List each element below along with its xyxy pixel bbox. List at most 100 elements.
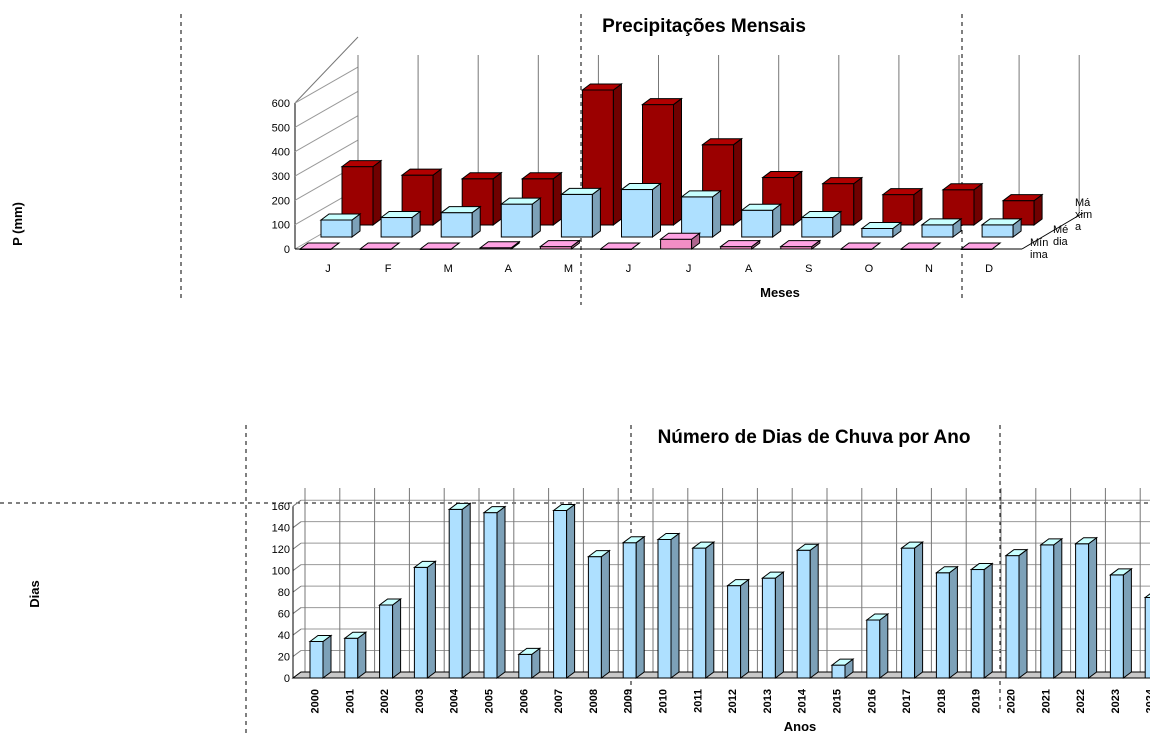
c2-bar	[865, 613, 890, 679]
c1-bar-side	[531, 197, 541, 238]
c2-bar	[934, 565, 959, 679]
c2-bar	[378, 597, 403, 679]
c2-bar	[586, 549, 611, 679]
c2-bar-side	[600, 549, 610, 679]
c1-bar-top	[941, 183, 984, 191]
c1-bar-side	[591, 187, 601, 238]
c2-grid-diag	[292, 542, 302, 550]
c1-bar	[439, 205, 482, 238]
c2-x-tick-label: 2020	[1006, 689, 1018, 713]
c2-bar	[830, 658, 855, 679]
c1-bar-side	[673, 97, 682, 226]
c1-bar	[538, 239, 581, 250]
c1-bar-top	[821, 177, 864, 185]
c2-bar-side	[1088, 536, 1098, 679]
c1-bar-top	[559, 187, 602, 195]
c1-series-label-line: Mé	[1053, 224, 1068, 236]
chart2-bars	[308, 502, 1150, 679]
c2-bar	[656, 532, 681, 679]
c1-bar-front	[320, 219, 353, 238]
c2-y-tick-label: 140	[272, 523, 290, 535]
c2-bar-top	[621, 536, 646, 544]
c2-bar-front	[344, 637, 359, 679]
c2-bar	[1143, 593, 1150, 679]
c2-x-tick-label: 2014	[797, 688, 809, 713]
c1-bar-top	[379, 211, 422, 219]
c2-bar	[343, 631, 368, 679]
c2-bar-top	[934, 566, 959, 574]
c2-bar-front	[657, 538, 672, 679]
c1-bar-side	[973, 182, 983, 226]
c1-bar-front	[681, 196, 714, 238]
c1-bar	[418, 242, 461, 250]
c2-x-tick-label: 2012	[727, 689, 739, 713]
c2-floor	[291, 671, 1150, 679]
chart1-ylabel: P (mm)	[10, 202, 25, 246]
c2-bar-top	[517, 647, 542, 655]
c1-bar-side	[652, 182, 661, 238]
frame-lines	[0, 14, 1150, 735]
c2-bar-front	[483, 512, 498, 679]
c2-bar-front	[1005, 555, 1020, 679]
c2-bar-front	[866, 619, 881, 679]
c1-bar-top	[580, 83, 623, 91]
c2-bar-top	[760, 571, 785, 579]
c2-bar-front	[1144, 596, 1150, 679]
c2-x-tick-label: 2024	[1145, 688, 1150, 713]
c2-bar-front	[413, 566, 428, 679]
c2-x-tick-label: 2008	[588, 689, 600, 713]
c2-bar-side	[983, 562, 993, 679]
c1-bar-side	[712, 189, 722, 238]
c2-bar	[482, 505, 507, 679]
c2-y-tick-label: 20	[278, 652, 290, 664]
c1-grid-diag	[294, 90, 359, 128]
c2-bar-front	[796, 549, 811, 679]
c2-x-tick-label: 2002	[379, 689, 391, 713]
c2-bar-front	[901, 547, 916, 679]
c1-bar-top	[298, 242, 341, 250]
c1-wall-top-edge	[294, 36, 359, 104]
c2-bar-front	[970, 569, 985, 679]
c1-y-tick-label: 600	[272, 98, 290, 110]
c2-x-tick-label: 2015	[832, 689, 844, 713]
c2-bar-side	[635, 535, 645, 679]
c2-bar-top	[308, 634, 333, 642]
c2-bar-side	[1018, 548, 1028, 679]
c1-bar	[980, 217, 1023, 238]
c1-bar	[319, 212, 362, 238]
c2-bar-front	[935, 572, 950, 679]
c1-bar-side	[372, 159, 382, 226]
c2-bar-front	[309, 640, 324, 679]
chart2-title: Número de Dias de Chuva por Ano	[658, 427, 971, 448]
c2-bar-top	[795, 543, 820, 551]
c2-bar	[308, 634, 333, 679]
c1-bar	[740, 203, 783, 238]
c2-y-tick-label: 100	[272, 566, 290, 578]
c1-bar-top	[340, 160, 383, 168]
c1-bar	[298, 242, 341, 250]
c1-bar-top	[719, 240, 762, 248]
c2-bar-side	[426, 560, 436, 679]
c2-bar	[900, 541, 925, 679]
c1-bar	[920, 217, 963, 238]
c2-bar-top	[1108, 568, 1133, 576]
c2-x-tick-label: 2006	[518, 689, 530, 713]
c2-x-tick-label: 2007	[553, 689, 565, 713]
c1-bar-top	[839, 242, 882, 250]
c2-bar-front	[379, 604, 394, 679]
c2-bar-front	[831, 664, 846, 679]
c1-series-label: Má xim a	[1075, 197, 1092, 233]
rain-days-per-year-chart: Número de Dias de Chuva por Ano Dias Ano…	[27, 427, 1150, 734]
c2-grid-diag	[292, 585, 302, 593]
c2-grid-diag	[292, 607, 302, 614]
c1-bar-top	[680, 190, 723, 198]
c1-bar-top	[620, 183, 662, 191]
c2-bar-side	[566, 503, 576, 679]
c1-bar	[559, 187, 602, 238]
c1-bar-front	[621, 189, 653, 238]
c2-x-tick-label: 2010	[658, 689, 670, 713]
c1-grid-diag	[294, 115, 359, 153]
c1-bar-top	[800, 211, 843, 219]
c2-x-tick-label: 2011	[692, 689, 704, 713]
